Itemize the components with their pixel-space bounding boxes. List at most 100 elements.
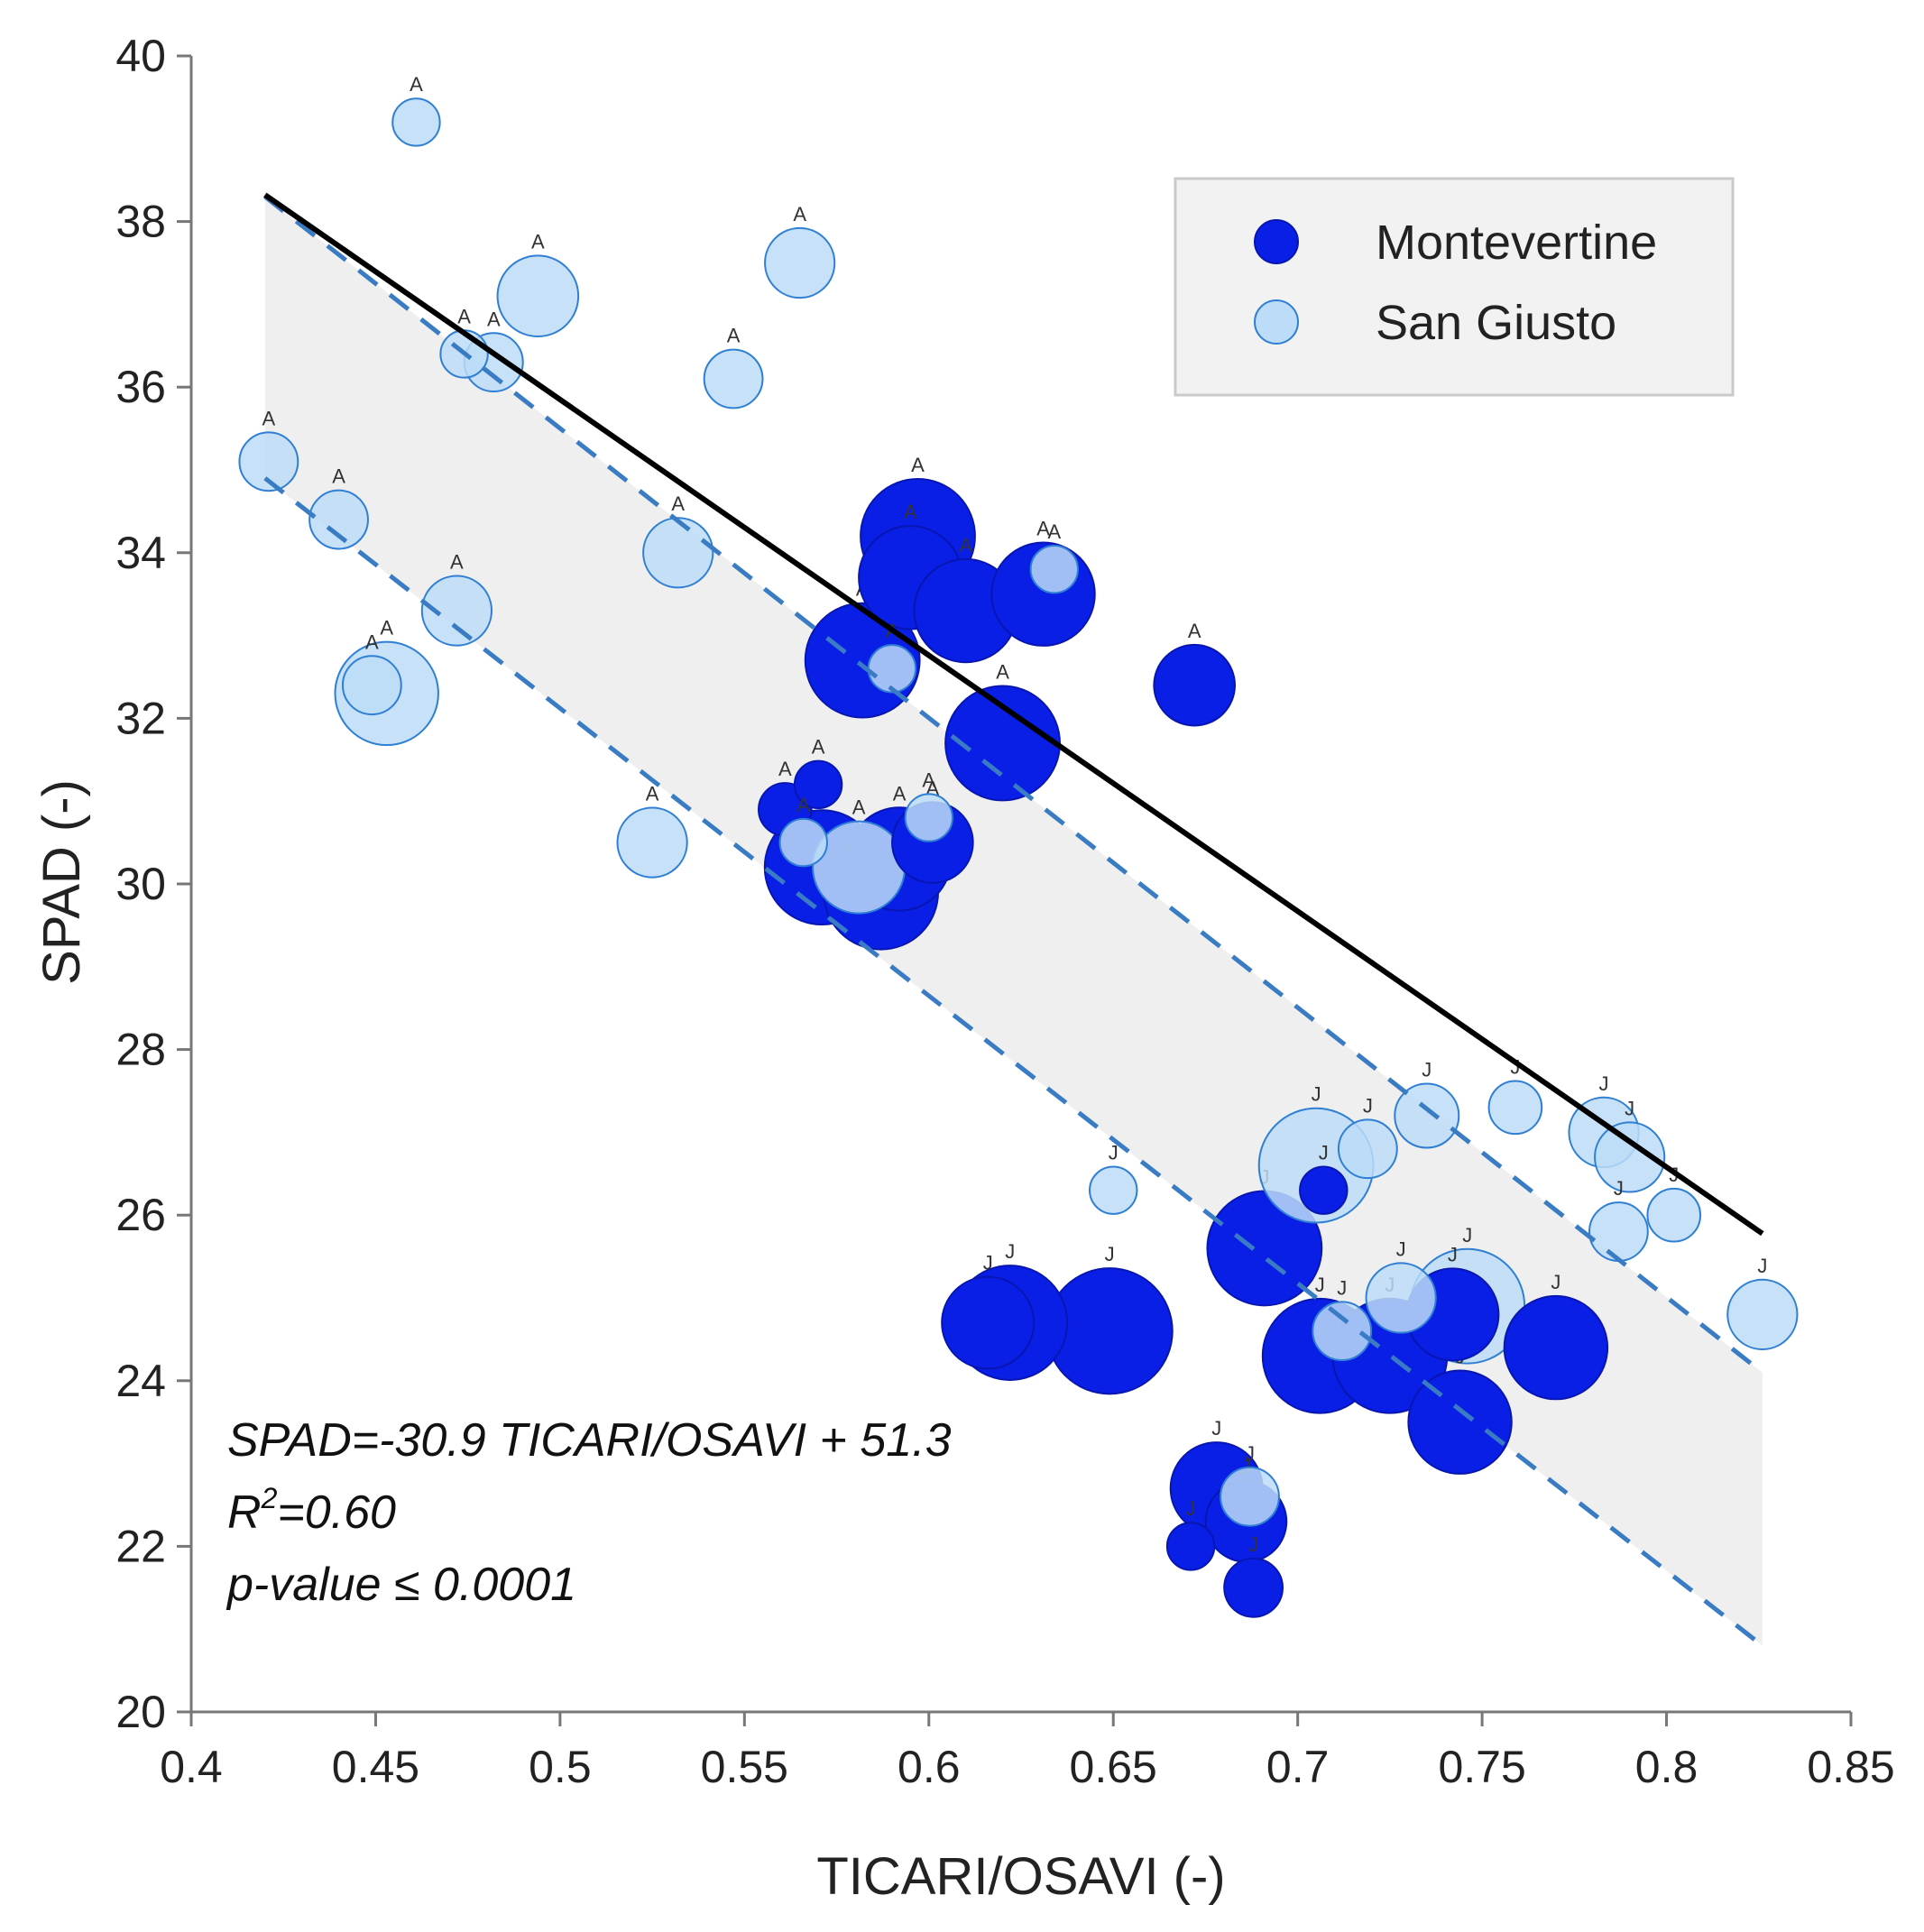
point-montevertine	[1153, 643, 1236, 727]
point-montevertine	[941, 1275, 1036, 1370]
point-label: A	[1047, 520, 1061, 543]
point-san-giusto	[642, 517, 714, 589]
y-tick-label: 32	[115, 693, 166, 743]
regression-annotation: SPAD=-30.9 TICARI/OSAVI + 51.3 R2=0.60 p…	[226, 1414, 952, 1611]
point-label: A	[531, 230, 545, 253]
regression-line	[263, 192, 1764, 1237]
point-label: J	[1551, 1271, 1560, 1293]
point-label: A	[365, 630, 379, 653]
point-label: J	[1315, 1274, 1325, 1296]
point-label: J	[1245, 1442, 1255, 1465]
point-san-giusto	[616, 806, 688, 879]
point-label: A	[996, 661, 1009, 684]
x-tick-label: 0.6	[898, 1742, 961, 1792]
point-san-giusto	[1487, 1080, 1543, 1136]
point-label: A	[922, 768, 935, 791]
point-label: J	[1319, 1141, 1329, 1164]
y-tick-label: 22	[115, 1521, 166, 1571]
x-tick-label: 0.65	[1070, 1742, 1157, 1792]
point-label: A	[959, 534, 972, 557]
point-label: A	[852, 796, 866, 819]
point-label: A	[904, 501, 917, 523]
point-label: A	[450, 550, 464, 573]
x-tick-label: 0.75	[1438, 1742, 1525, 1792]
point-label: J	[1396, 1237, 1406, 1260]
point-label: J	[1462, 1224, 1472, 1247]
point-san-giusto	[341, 655, 402, 716]
point-san-giusto	[391, 97, 441, 147]
point-san-giusto	[1394, 1082, 1460, 1149]
point-san-giusto	[1337, 1118, 1398, 1180]
point-san-giusto	[1594, 1121, 1666, 1193]
regression-lines	[263, 192, 1764, 1648]
point-montevertine	[1299, 1165, 1349, 1215]
point-san-giusto	[1726, 1278, 1799, 1350]
point-san-giusto	[778, 817, 828, 868]
point-label: A	[812, 736, 825, 759]
x-axis-title: TICARI/OSAVI (-)	[816, 1847, 1225, 1906]
r-squared-superscript: 2	[261, 1482, 278, 1514]
point-san-giusto	[496, 254, 580, 338]
point-label: J	[1625, 1097, 1634, 1119]
point-label: J	[1422, 1059, 1431, 1081]
r-squared: R2=0.60	[227, 1482, 396, 1539]
point-label: J	[1312, 1083, 1321, 1106]
y-tick-label: 38	[115, 197, 166, 247]
legend-marker-san-giusto	[1254, 299, 1299, 345]
point-san-giusto	[1365, 1262, 1437, 1334]
point-san-giusto	[1588, 1201, 1649, 1262]
point-san-giusto	[764, 226, 836, 299]
point-montevertine	[1165, 1522, 1216, 1571]
point-label: J	[1105, 1243, 1115, 1265]
regression-equation: SPAD=-30.9 TICARI/OSAVI + 51.3	[227, 1414, 952, 1467]
point-label: A	[380, 617, 393, 639]
point-label: A	[262, 407, 276, 429]
r-squared-prefix: R	[227, 1486, 262, 1539]
y-tick-label: 24	[115, 1356, 166, 1406]
point-label: A	[457, 305, 471, 327]
point-label: J	[1448, 1243, 1458, 1265]
legend-marker-montevertine	[1254, 219, 1299, 264]
x-tick-label: 0.45	[332, 1742, 419, 1792]
point-label: A	[332, 465, 345, 488]
point-san-giusto	[420, 575, 493, 647]
x-tick-label: 0.55	[701, 1742, 788, 1792]
axes: 20 22 24 26 28 30 32 34 36 38 40 0.4 0.45 0.5 0.55 0.6 0…	[115, 31, 1894, 1792]
point-label: A	[1188, 620, 1201, 642]
point-label: A	[671, 492, 685, 515]
r-squared-value: =0.60	[277, 1486, 396, 1539]
data-points: JAAAAAJJJJJJAAAAJJAJJJAAAJAAAAAJJJJJJAAA…	[238, 73, 1799, 1618]
point-san-giusto	[1312, 1301, 1373, 1362]
x-tick-label: 0.8	[1635, 1742, 1698, 1792]
point-label: J	[1248, 1533, 1258, 1556]
legend-label-san-giusto: San Giusto	[1376, 296, 1616, 350]
y-tick-label: 34	[115, 528, 166, 578]
point-label: A	[893, 782, 907, 805]
point-label: A	[410, 73, 423, 96]
point-label: A	[793, 203, 806, 225]
point-label: J	[1211, 1417, 1221, 1440]
y-axis-title: SPAD (-)	[32, 779, 91, 985]
y-tick-label: 28	[115, 1025, 166, 1075]
point-label: J	[1337, 1276, 1347, 1299]
point-label: A	[778, 758, 792, 780]
y-tick-label: 26	[115, 1190, 166, 1240]
point-label: J	[983, 1252, 993, 1274]
point-montevertine	[793, 759, 843, 810]
point-label: J	[1186, 1497, 1196, 1520]
point-san-giusto	[238, 431, 299, 492]
point-label: A	[796, 794, 810, 816]
point-san-giusto	[1220, 1466, 1280, 1527]
legend-label-montevertine: Montevertine	[1376, 216, 1657, 270]
point-san-giusto	[1089, 1165, 1138, 1215]
point-label: J	[1363, 1094, 1373, 1117]
point-san-giusto	[1646, 1187, 1702, 1243]
point-label: A	[1036, 518, 1050, 540]
point-label: J	[1757, 1255, 1767, 1277]
point-montevertine	[1223, 1557, 1284, 1618]
y-tick-label: 40	[115, 31, 166, 81]
point-san-giusto	[867, 644, 917, 694]
y-tick-label: 30	[115, 859, 166, 909]
legend: Montevertine San Giusto	[1174, 177, 1735, 397]
